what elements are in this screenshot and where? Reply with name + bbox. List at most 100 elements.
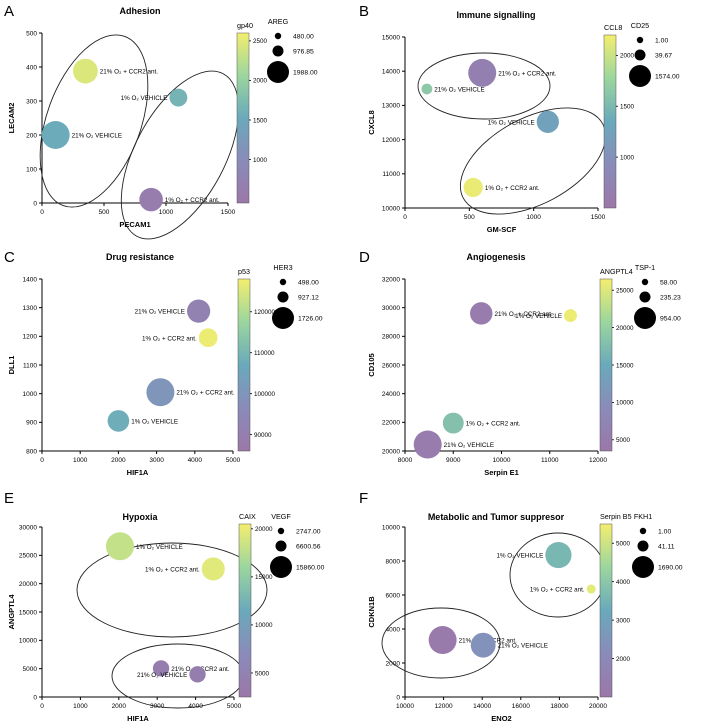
y-tick-label: 400: [26, 64, 37, 71]
x-tick-label: 1000: [73, 703, 88, 710]
size-legend-label: 1690.00: [658, 564, 683, 571]
y-tick-label: 15000: [19, 609, 37, 616]
size-legend-label: 41.11: [658, 543, 675, 550]
size-legend-marker: [639, 527, 647, 535]
point-label: 21% O₂ + CCR2 ant.: [176, 390, 235, 397]
colorbar-tick-label: 15000: [616, 362, 634, 369]
data-point: [201, 557, 225, 581]
size-legend-title: VEGF: [271, 512, 291, 521]
y-tick-label: 30000: [19, 524, 37, 531]
panel-d: D Angiogenesis 8000 9000 10000 11000 12000 2000…: [359, 249, 681, 477]
chart-title: Adhesion: [119, 6, 160, 16]
data-point: [73, 58, 98, 84]
x-tick-label: 1000: [73, 457, 88, 464]
y-axis-label: CDKN1B: [367, 596, 376, 628]
data-point: [413, 430, 442, 459]
colorbar-label: Serpin B5: [600, 512, 632, 521]
size-legend-label: 1726.00: [298, 315, 323, 322]
x-axis-label: HIF1A: [127, 468, 149, 477]
size-legend-label: 2747.00: [296, 528, 321, 535]
y-tick-label: 12000: [382, 137, 400, 144]
colorbar: [603, 34, 617, 209]
data-point: [169, 88, 188, 107]
data-point: [152, 660, 170, 677]
x-tick-label: 18000: [550, 703, 568, 710]
x-tick-label: 10000: [396, 703, 414, 710]
y-tick-label: 10000: [382, 205, 400, 212]
data-point: [107, 410, 130, 432]
x-tick-label: 11000: [541, 457, 559, 464]
panel-letter: D: [359, 249, 370, 266]
size-legend-title: FKH1: [634, 512, 652, 521]
y-tick-label: 13000: [382, 103, 400, 110]
colorbar-label: CAIX: [239, 512, 256, 521]
data-point: [139, 187, 163, 212]
y-tick-label: 0: [33, 694, 37, 701]
x-tick-label: 5000: [227, 703, 242, 710]
colorbar-tick-label: 1500: [620, 104, 635, 111]
y-tick-label: 24000: [382, 391, 400, 398]
panel-b: B Immune signalling 0 500 1000 1500 10000 11000…: [359, 3, 680, 234]
data-point: [198, 328, 218, 348]
size-legend-label: 58.00: [660, 279, 677, 286]
size-legend-marker: [277, 527, 285, 535]
size-legend-marker: [637, 540, 649, 552]
chart-title: Metabolic and Tumor suppresor: [428, 512, 565, 522]
size-legend-label: 6600.56: [296, 543, 321, 550]
colorbar-tick-label: 1500: [253, 117, 268, 124]
panel-c: C Drug resistance 0 1000 2000 3000 4000 5000 800…: [4, 249, 323, 477]
y-tick-label: 300: [26, 98, 37, 105]
point-label: 1% O₂ + CCR2 ant.: [142, 335, 197, 342]
point-label: 1% O₂ VEHICLE: [131, 418, 178, 425]
chart-title: Drug resistance: [106, 252, 174, 262]
y-tick-label: 1100: [23, 362, 37, 369]
data-point: [421, 83, 433, 95]
y-tick-label: 32000: [382, 276, 400, 283]
point-label: 1% O₂ VEHICLE: [121, 95, 168, 102]
y-tick-label: 15000: [382, 34, 400, 41]
panel-letter: F: [359, 490, 368, 507]
point-label: 21% O₂ VEHICLE: [135, 309, 185, 316]
group-ellipse: [120, 70, 240, 240]
colorbar-tick-label: 20000: [616, 325, 634, 332]
y-tick-label: 25000: [19, 553, 37, 560]
group-ellipse: [417, 52, 551, 120]
size-legend-marker: [641, 278, 649, 286]
y-tick-label: 30000: [382, 305, 400, 312]
data-point: [536, 110, 559, 133]
size-legend-marker: [272, 45, 284, 57]
y-tick-label: 8000: [386, 558, 401, 565]
y-tick-label: 6000: [386, 592, 401, 599]
y-axis-label: DLL1: [7, 356, 16, 375]
y-axis-label: CXCL8: [367, 110, 376, 135]
colorbar-tick-label: 4000: [616, 579, 631, 586]
y-tick-label: 5000: [23, 666, 38, 673]
size-legend-label: 1.00: [658, 528, 671, 535]
size-legend-marker: [267, 61, 289, 83]
size-legend-marker: [632, 556, 654, 578]
group-ellipse: [381, 607, 501, 679]
size-legend-marker: [634, 307, 656, 329]
data-point: [41, 121, 70, 149]
x-tick-label: 0: [403, 214, 407, 221]
y-tick-label: 500: [26, 30, 37, 37]
panel-letter: E: [4, 490, 14, 507]
data-point: [105, 532, 134, 561]
size-legend-label: 480.00: [293, 33, 314, 40]
y-tick-label: 10000: [382, 524, 400, 531]
y-tick-label: 0: [33, 200, 37, 207]
x-tick-label: 1500: [221, 209, 236, 216]
x-tick-label: 0: [40, 457, 44, 464]
panel-a: A Adhesion 0 500 1000 1500 0 100 200 300 400 500 PEC…: [4, 3, 318, 240]
y-tick-label: 20000: [382, 448, 400, 455]
y-tick-label: 11000: [382, 171, 400, 178]
data-point: [428, 626, 457, 655]
panel-letter: A: [4, 3, 14, 20]
y-tick-label: 800: [26, 448, 37, 455]
y-tick-label: 1000: [23, 391, 38, 398]
x-tick-label: 16000: [512, 703, 530, 710]
panel-f: F Metabolic and Tumor suppresor 10000 12000…: [359, 490, 683, 723]
colorbar-tick-label: 10000: [255, 622, 273, 629]
